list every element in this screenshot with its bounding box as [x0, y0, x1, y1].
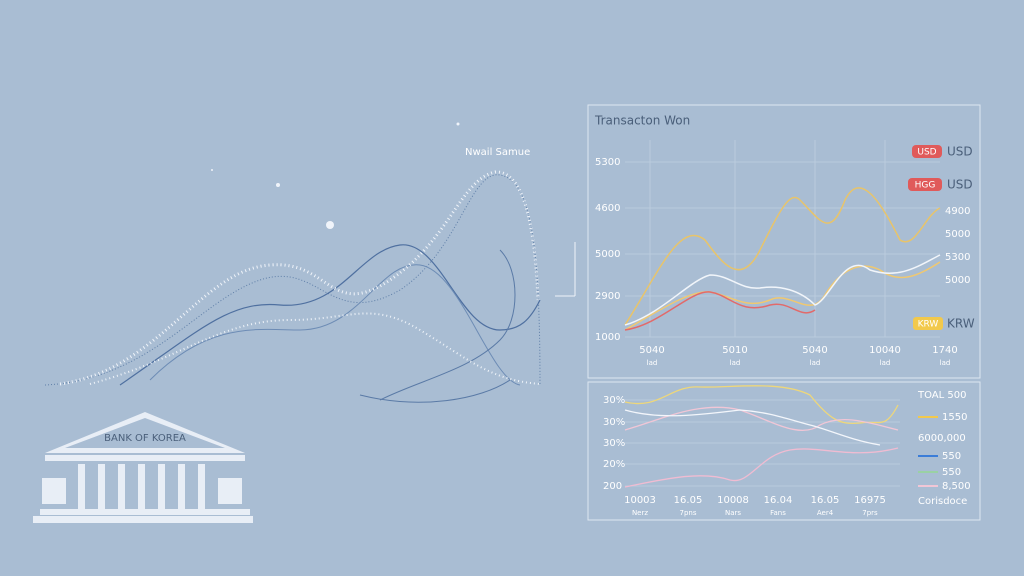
y-label: 30% [603, 417, 625, 428]
legend-label: KRW [947, 317, 975, 331]
y-label: 1000 [595, 332, 620, 343]
top-x-labels: 5040 5010 5040 10040 1740 lad lad lad la… [639, 345, 957, 367]
top-y-labels: 5300 4600 5000 2900 1000 [595, 157, 620, 343]
bank-label: BANK OF KOREA [104, 433, 186, 444]
wave-label: Nwail Samue [465, 147, 530, 158]
legend-label: USD [947, 145, 973, 159]
bottom-x-labels: 10003 16.05 10008 16.04 16.05 16975 Nerz… [624, 495, 886, 517]
x-sublabel: 7prs [862, 509, 878, 517]
legend-label: USD [947, 178, 973, 192]
legend-label: Corisdoce [918, 496, 967, 507]
right-label: 5300 [945, 252, 970, 263]
y-label: 2900 [595, 291, 620, 302]
y-label: 200 [603, 481, 622, 492]
legend-label: 8,500 [942, 481, 971, 492]
legend-badge-text: HGG [915, 181, 936, 191]
top-legend: USD USD HGG USD 4900 5000 5300 5000 KRW … [908, 145, 975, 331]
y-label: 30% [603, 438, 625, 449]
x-label: 10040 [869, 345, 901, 356]
legend-badge [908, 178, 942, 191]
wave-art [44, 122, 576, 403]
bottom-y-labels: 30% 30% 30% 20% 200 [603, 395, 625, 492]
x-sublabel: 7pns [680, 509, 697, 517]
x-sublabel: Nerz [632, 509, 648, 517]
right-label: 5000 [945, 275, 970, 286]
bottom-lines [624, 385, 899, 488]
top-title: Transacton Won [594, 114, 690, 128]
y-label: 30% [603, 395, 625, 406]
legend-badge-text: KRW [918, 320, 939, 330]
x-label: 16975 [854, 495, 886, 506]
legend-label: 6000,000 [918, 433, 966, 444]
y-label: 4600 [595, 203, 620, 214]
x-label: 16.05 [811, 495, 840, 506]
x-sublabel: lad [810, 359, 821, 367]
y-label: 20% [603, 459, 625, 470]
x-sublabel: Aer4 [817, 509, 834, 517]
right-label: 5000 [945, 229, 970, 240]
legend-badge-text: USD [917, 148, 936, 158]
legend-badge [913, 317, 943, 330]
x-sublabel: lad [880, 359, 891, 367]
x-sublabel: Nars [725, 509, 741, 517]
bank-building [33, 412, 253, 523]
top-panel [587, 104, 981, 379]
legend-badge [912, 145, 942, 158]
bottom-legend: TOAL 500 1550 6000,000 550 550 8,500 Cor… [917, 390, 971, 507]
top-grid [625, 140, 940, 338]
x-label: 16.04 [764, 495, 793, 506]
x-sublabel: lad [647, 359, 658, 367]
bottom-panel [587, 381, 981, 521]
x-label: 10003 [624, 495, 656, 506]
x-label: 5040 [639, 345, 664, 356]
x-label: 16.05 [674, 495, 703, 506]
legend-label: TOAL 500 [917, 390, 966, 401]
x-label: 5010 [722, 345, 747, 356]
right-label: 4900 [945, 206, 970, 217]
y-label: 5000 [595, 249, 620, 260]
y-label: 5300 [595, 157, 620, 168]
x-sublabel: Fans [770, 509, 786, 517]
x-label: 10008 [717, 495, 749, 506]
x-label: 1740 [932, 345, 957, 356]
legend-label: 550 [942, 467, 961, 478]
legend-label: 1550 [942, 412, 967, 423]
legend-label: 550 [942, 451, 961, 462]
x-label: 5040 [802, 345, 827, 356]
x-sublabel: lad [940, 359, 951, 367]
x-sublabel: lad [730, 359, 741, 367]
top-lines [624, 187, 941, 331]
